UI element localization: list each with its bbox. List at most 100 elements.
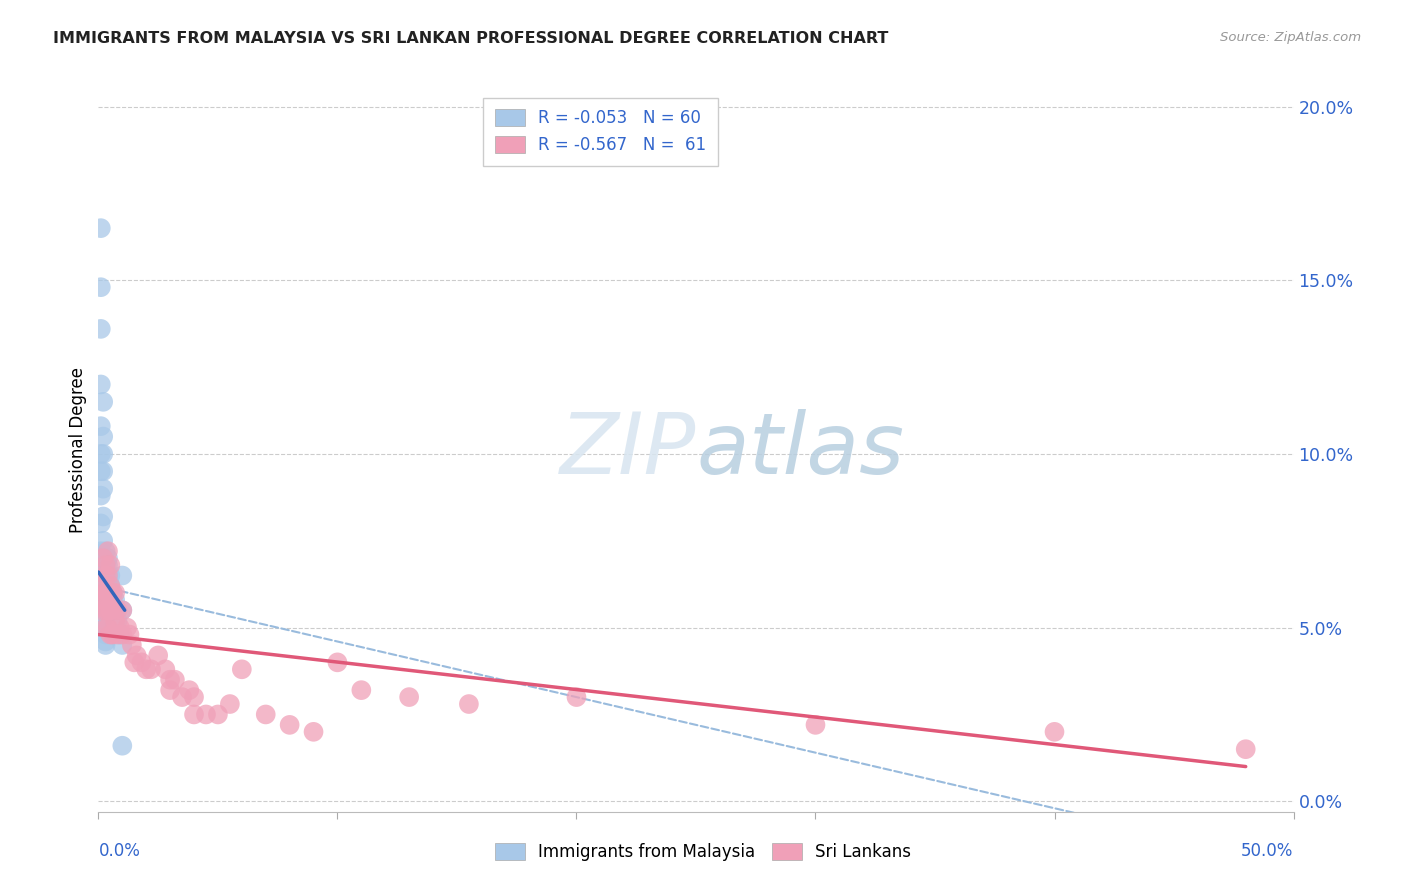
Point: [90, 586, 112, 600]
Point: [118, 627, 141, 641]
Point: [91, 586, 114, 600]
Point: [101, 586, 124, 600]
Point: [91, 579, 114, 593]
Point: [1043, 724, 1066, 739]
Point: [98, 579, 122, 593]
Point: [458, 697, 481, 711]
Point: [91, 509, 114, 524]
Point: [91, 447, 114, 461]
Point: [91, 568, 114, 582]
Point: [302, 724, 325, 739]
Legend: Immigrants from Malaysia, Sri Lankans: Immigrants from Malaysia, Sri Lankans: [488, 836, 918, 868]
Point: [111, 603, 134, 617]
Point: [159, 683, 181, 698]
Point: [97, 544, 120, 558]
Point: [90, 280, 112, 294]
Point: [98, 592, 122, 607]
Point: [278, 718, 301, 732]
Point: [97, 621, 120, 635]
Point: [94, 558, 117, 573]
Point: [104, 592, 127, 607]
Point: [139, 662, 162, 676]
Point: [94, 568, 117, 582]
Point: [90, 516, 112, 531]
Point: [94, 610, 117, 624]
Text: ZIP: ZIP: [560, 409, 696, 492]
Point: [101, 627, 124, 641]
Point: [94, 638, 117, 652]
Point: [183, 707, 205, 722]
Point: [91, 394, 114, 409]
Point: [101, 586, 124, 600]
Point: [94, 621, 117, 635]
Point: [163, 673, 186, 687]
Point: [115, 621, 138, 635]
Point: [91, 551, 114, 566]
Point: [98, 603, 122, 617]
Point: [90, 544, 112, 558]
Point: [159, 673, 181, 687]
Point: [804, 718, 827, 732]
Text: atlas: atlas: [696, 409, 904, 492]
Point: [104, 603, 127, 617]
Point: [179, 683, 201, 698]
Text: Source: ZipAtlas.com: Source: ZipAtlas.com: [1220, 31, 1361, 45]
Point: [111, 603, 134, 617]
Point: [125, 648, 148, 663]
Point: [97, 551, 120, 566]
Point: [94, 544, 117, 558]
Point: [121, 638, 143, 652]
Point: [94, 599, 117, 614]
Point: [98, 627, 122, 641]
Text: 0.0%: 0.0%: [98, 842, 141, 860]
Point: [108, 627, 131, 641]
Point: [90, 447, 112, 461]
Point: [91, 592, 114, 607]
Point: [91, 429, 114, 443]
Point: [111, 627, 134, 641]
Legend: R = -0.053   N = 60, R = -0.567   N =  61: R = -0.053 N = 60, R = -0.567 N = 61: [484, 97, 717, 166]
Text: 50.0%: 50.0%: [1241, 842, 1294, 860]
Point: [148, 648, 170, 663]
Point: [98, 586, 122, 600]
Point: [131, 656, 153, 670]
Point: [254, 707, 277, 722]
Point: [124, 656, 146, 670]
Point: [91, 592, 114, 607]
Point: [111, 739, 134, 753]
Point: [91, 575, 114, 590]
Point: [97, 558, 120, 573]
Point: [101, 592, 124, 607]
Point: [91, 614, 114, 628]
Point: [97, 586, 120, 600]
Point: [104, 614, 127, 628]
Point: [94, 592, 117, 607]
Point: [398, 690, 420, 704]
Point: [107, 603, 129, 617]
Point: [90, 603, 112, 617]
Point: [90, 489, 112, 503]
Point: [94, 586, 117, 600]
Point: [565, 690, 588, 704]
Point: [94, 603, 117, 617]
Point: [90, 221, 112, 235]
Point: [97, 575, 120, 590]
Point: [104, 586, 127, 600]
Point: [97, 586, 120, 600]
Point: [195, 707, 218, 722]
Point: [97, 568, 120, 582]
Point: [350, 683, 373, 698]
Point: [97, 592, 120, 607]
Point: [91, 533, 114, 548]
Point: [91, 586, 114, 600]
Point: [94, 575, 117, 590]
Point: [107, 627, 129, 641]
Point: [135, 662, 157, 676]
Point: [172, 690, 194, 704]
Point: [91, 482, 114, 496]
Point: [107, 614, 129, 628]
Point: [155, 662, 177, 676]
Point: [183, 690, 205, 704]
Point: [111, 568, 134, 582]
Point: [98, 579, 122, 593]
